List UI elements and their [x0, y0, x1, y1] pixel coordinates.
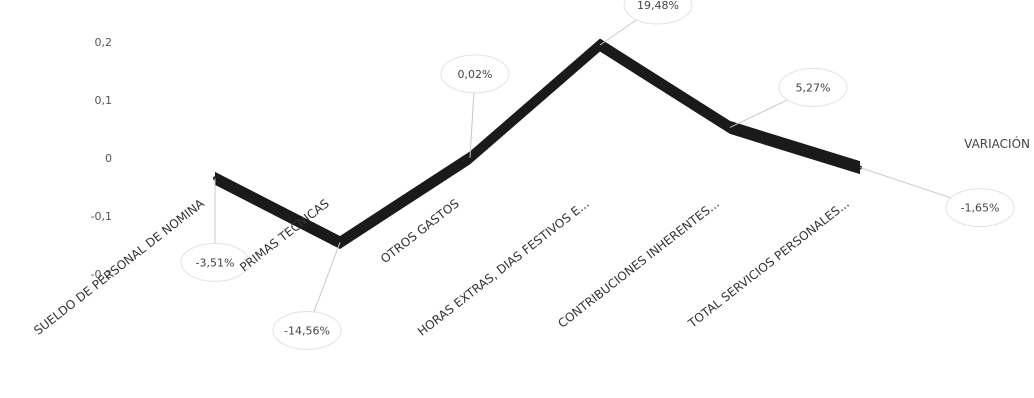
data-label: 5,27%	[796, 81, 831, 94]
data-label: 19,48%	[637, 0, 679, 12]
y-axis-ticks: 0,2 0,1 0 -0,1 -0,2	[91, 36, 112, 281]
y-tick-label: -0,1	[91, 210, 112, 223]
x-category-label: SUELDO DE PERSONAL DE NOMINA	[31, 196, 207, 338]
data-label-layer: -3,51% -14,56% 0,02% 19,48% 5,27% -1,65%	[180, 0, 1015, 350]
data-label: -14,56%	[284, 324, 330, 337]
data-label: 0,02%	[458, 68, 493, 81]
y-tick-label: 0,1	[95, 94, 113, 107]
data-label: -1,65%	[961, 202, 1000, 215]
y-tick-label: 0	[105, 152, 112, 165]
data-label: -3,51%	[196, 256, 235, 269]
data-label-bubble	[440, 54, 510, 94]
data-label-bubble	[180, 242, 250, 282]
y-tick-label: 0,2	[95, 36, 113, 49]
data-label-bubble	[778, 67, 848, 107]
data-label-bubble	[945, 188, 1015, 228]
legend: VARIACIÓN	[964, 136, 1030, 151]
data-label-bubble	[623, 0, 693, 25]
y-tick-label: -0,2	[91, 268, 112, 281]
category-label-layer: SUELDO DE PERSONAL DE NOMINA PRIMAS TECNI…	[31, 196, 852, 339]
legend-series-name: VARIACIÓN	[964, 136, 1030, 151]
data-label-bubble	[272, 310, 342, 350]
